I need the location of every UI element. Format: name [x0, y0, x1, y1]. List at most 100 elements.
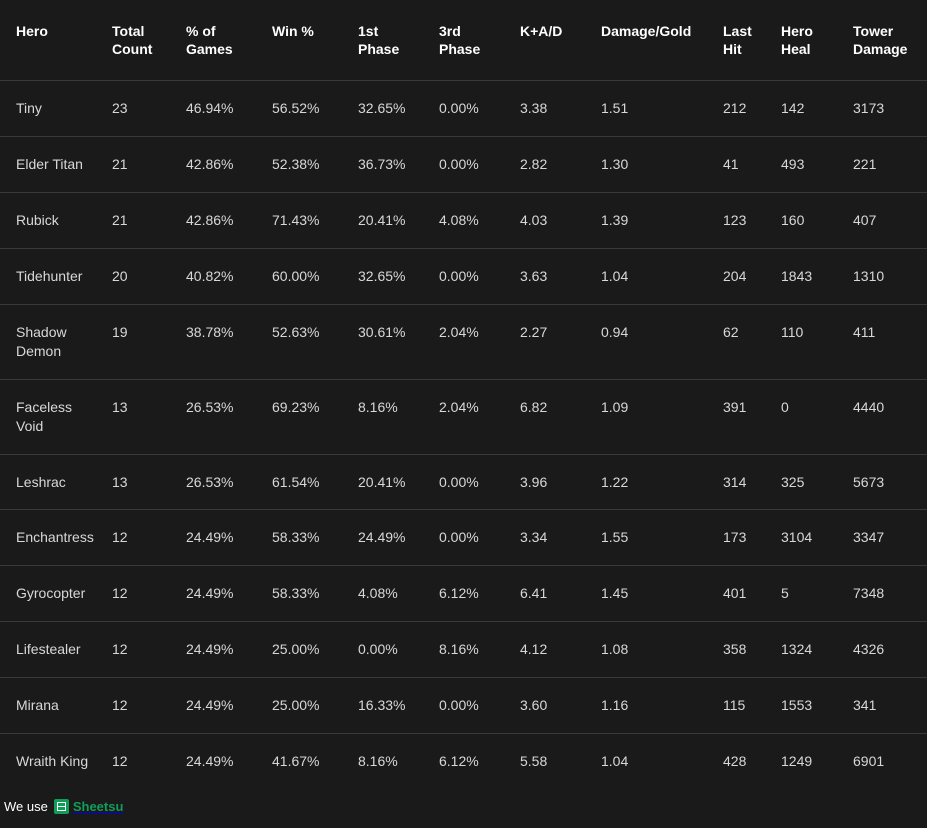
stat-cell: 1.16 — [591, 678, 713, 734]
stat-cell: 341 — [843, 678, 927, 734]
column-header[interactable]: % of Games — [176, 0, 262, 81]
stat-cell: 6.41 — [510, 566, 591, 622]
stat-cell: 391 — [713, 379, 771, 454]
table-row: Faceless Void1326.53%69.23%8.16%2.04%6.8… — [0, 379, 927, 454]
stat-cell: 1.39 — [591, 193, 713, 249]
stat-cell: 25.00% — [262, 678, 348, 734]
stat-cell: 314 — [713, 454, 771, 510]
stat-cell: 56.52% — [262, 81, 348, 137]
stat-cell: 3347 — [843, 510, 927, 566]
stat-cell: 2.04% — [429, 304, 510, 379]
stat-cell: 7348 — [843, 566, 927, 622]
stat-cell: 46.94% — [176, 81, 262, 137]
stat-cell: 1553 — [771, 678, 843, 734]
stat-cell: 12 — [102, 566, 176, 622]
stat-cell: 1.45 — [591, 566, 713, 622]
hero-name-cell: Gyrocopter — [0, 566, 102, 622]
hero-name-cell: Enchantress — [0, 510, 102, 566]
column-header[interactable]: Tower Damage — [843, 0, 927, 81]
stat-cell: 20 — [102, 249, 176, 305]
stat-cell: 212 — [713, 81, 771, 137]
stat-cell: 5.58 — [510, 733, 591, 788]
stat-cell: 1310 — [843, 249, 927, 305]
stat-cell: 8.16% — [429, 622, 510, 678]
stat-cell: 60.00% — [262, 249, 348, 305]
stat-cell: 24.49% — [176, 566, 262, 622]
stat-cell: 1.30 — [591, 137, 713, 193]
stat-cell: 1.55 — [591, 510, 713, 566]
stat-cell: 4440 — [843, 379, 927, 454]
stat-cell: 24.49% — [176, 678, 262, 734]
stat-cell: 24.49% — [176, 733, 262, 788]
column-header[interactable]: Last Hit — [713, 0, 771, 81]
hero-stats-table: HeroTotal Count% of GamesWin %1st Phase3… — [0, 0, 927, 789]
column-header[interactable]: 3rd Phase — [429, 0, 510, 81]
stat-cell: 5673 — [843, 454, 927, 510]
stat-cell: 58.33% — [262, 566, 348, 622]
stat-cell: 6.12% — [429, 566, 510, 622]
stat-cell: 26.53% — [176, 379, 262, 454]
table-row: Enchantress1224.49%58.33%24.49%0.00%3.34… — [0, 510, 927, 566]
stat-cell: 1249 — [771, 733, 843, 788]
table-row: Tidehunter2040.82%60.00%32.65%0.00%3.631… — [0, 249, 927, 305]
stat-cell: 0.00% — [429, 678, 510, 734]
stat-cell: 3.63 — [510, 249, 591, 305]
stat-cell: 16.33% — [348, 678, 429, 734]
stat-cell: 52.63% — [262, 304, 348, 379]
column-header[interactable]: Total Count — [102, 0, 176, 81]
stat-cell: 6.82 — [510, 379, 591, 454]
column-header[interactable]: 1st Phase — [348, 0, 429, 81]
stat-cell: 41.67% — [262, 733, 348, 788]
stat-cell: 1.08 — [591, 622, 713, 678]
stat-cell: 0.00% — [429, 137, 510, 193]
stat-cell: 36.73% — [348, 137, 429, 193]
stat-cell: 40.82% — [176, 249, 262, 305]
stat-cell: 42.86% — [176, 193, 262, 249]
stat-cell: 21 — [102, 193, 176, 249]
table-row: Rubick2142.86%71.43%20.41%4.08%4.031.391… — [0, 193, 927, 249]
stat-cell: 123 — [713, 193, 771, 249]
stat-cell: 325 — [771, 454, 843, 510]
stat-cell: 42.86% — [176, 137, 262, 193]
stat-cell: 0.00% — [348, 622, 429, 678]
column-header[interactable]: Hero Heal — [771, 0, 843, 81]
stat-cell: 1324 — [771, 622, 843, 678]
stat-cell: 6901 — [843, 733, 927, 788]
stat-cell: 3.60 — [510, 678, 591, 734]
stat-cell: 1.04 — [591, 733, 713, 788]
stat-cell: 204 — [713, 249, 771, 305]
stat-cell: 0.00% — [429, 81, 510, 137]
column-header[interactable]: K+A/D — [510, 0, 591, 81]
stat-cell: 4326 — [843, 622, 927, 678]
stat-cell: 61.54% — [262, 454, 348, 510]
stat-cell: 173 — [713, 510, 771, 566]
hero-name-cell: Tidehunter — [0, 249, 102, 305]
table-row: Wraith King1224.49%41.67%8.16%6.12%5.581… — [0, 733, 927, 788]
stat-cell: 401 — [713, 566, 771, 622]
stat-cell: 71.43% — [262, 193, 348, 249]
stat-cell: 3104 — [771, 510, 843, 566]
column-header[interactable]: Damage/Gold — [591, 0, 713, 81]
stat-cell: 2.82 — [510, 137, 591, 193]
hero-name-cell: Elder Titan — [0, 137, 102, 193]
stat-cell: 32.65% — [348, 249, 429, 305]
stat-cell: 0 — [771, 379, 843, 454]
stat-cell: 493 — [771, 137, 843, 193]
stat-cell: 62 — [713, 304, 771, 379]
stat-cell: 0.00% — [429, 510, 510, 566]
stat-cell: 0.94 — [591, 304, 713, 379]
stat-cell: 32.65% — [348, 81, 429, 137]
stat-cell: 24.49% — [176, 510, 262, 566]
stat-cell: 8.16% — [348, 733, 429, 788]
stat-cell: 3.38 — [510, 81, 591, 137]
stat-cell: 12 — [102, 622, 176, 678]
hero-name-cell: Wraith King — [0, 733, 102, 788]
column-header[interactable]: Win % — [262, 0, 348, 81]
sheetsu-link[interactable]: Sheetsu — [54, 799, 124, 814]
hero-name-cell: Tiny — [0, 81, 102, 137]
column-header[interactable]: Hero — [0, 0, 102, 81]
hero-name-cell: Leshrac — [0, 454, 102, 510]
stat-cell: 6.12% — [429, 733, 510, 788]
stat-cell: 4.03 — [510, 193, 591, 249]
hero-name-cell: Shadow Demon — [0, 304, 102, 379]
